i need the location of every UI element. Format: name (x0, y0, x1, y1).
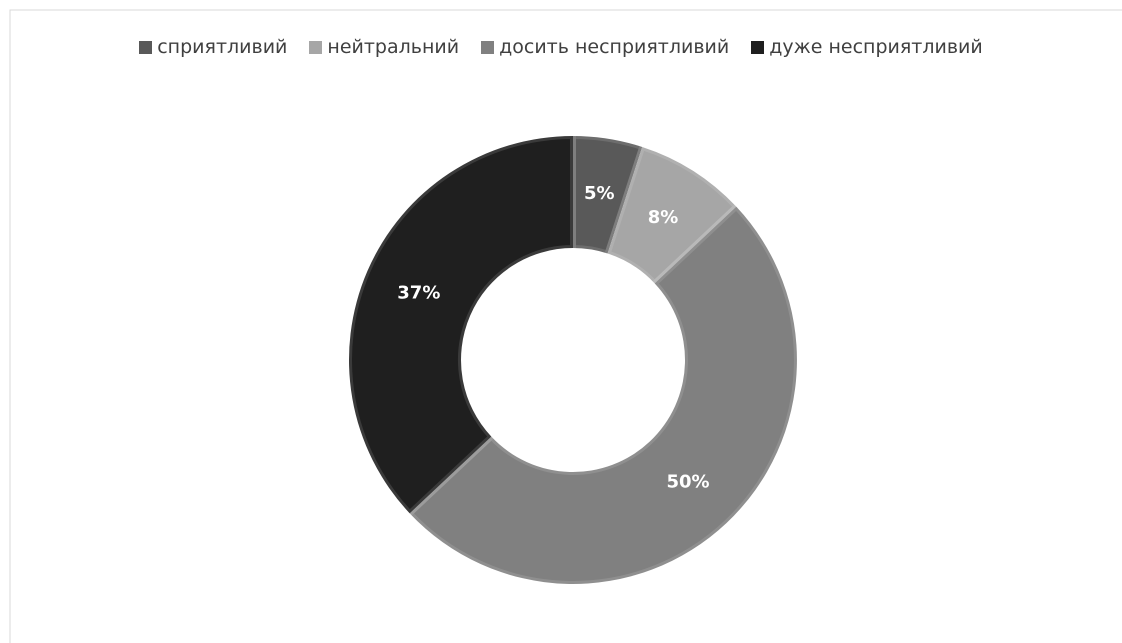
legend-label: нейтральний (327, 36, 460, 58)
legend-swatch (139, 40, 153, 54)
legend-swatch (751, 40, 765, 54)
chart-border (9, 9, 1122, 643)
donut-slice (346, 132, 576, 518)
donut-slice (405, 202, 800, 587)
legend-label: досить несприятливий (499, 36, 730, 58)
legend-label: сприятливий (157, 36, 288, 58)
donut-slice (570, 132, 647, 258)
legend-swatch (309, 40, 323, 54)
data-label: 8% (648, 207, 679, 228)
data-label: 5% (584, 183, 615, 204)
legend-item: нейтральний (309, 36, 459, 58)
data-label: 50% (666, 471, 709, 492)
data-label: 37% (397, 282, 440, 303)
legend-item: дуже несприятливий (751, 36, 983, 58)
legend-swatch (481, 40, 495, 54)
legend: сприятливий нейтральний досить несприятлив… (0, 36, 1122, 58)
donut-slice (603, 143, 741, 288)
legend-item: сприятливий (139, 36, 287, 58)
legend-label: дуже несприятливий (769, 36, 983, 58)
legend-item: досить несприятливий (481, 36, 729, 58)
